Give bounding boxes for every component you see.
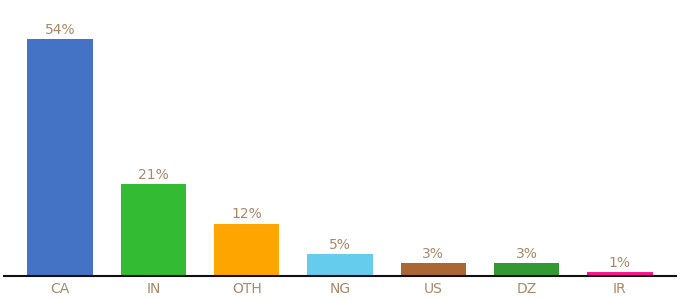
Bar	[588, 272, 653, 276]
Text: 21%: 21%	[138, 168, 169, 182]
Text: 1%: 1%	[609, 256, 631, 270]
Bar	[214, 224, 279, 276]
Text: 3%: 3%	[515, 247, 537, 261]
Bar	[27, 39, 92, 276]
Bar	[401, 263, 466, 276]
Text: 54%: 54%	[45, 23, 75, 37]
Bar	[307, 254, 373, 276]
Text: 5%: 5%	[329, 238, 351, 252]
Bar	[121, 184, 186, 276]
Text: 3%: 3%	[422, 247, 444, 261]
Text: 12%: 12%	[231, 207, 262, 221]
Bar	[494, 263, 559, 276]
